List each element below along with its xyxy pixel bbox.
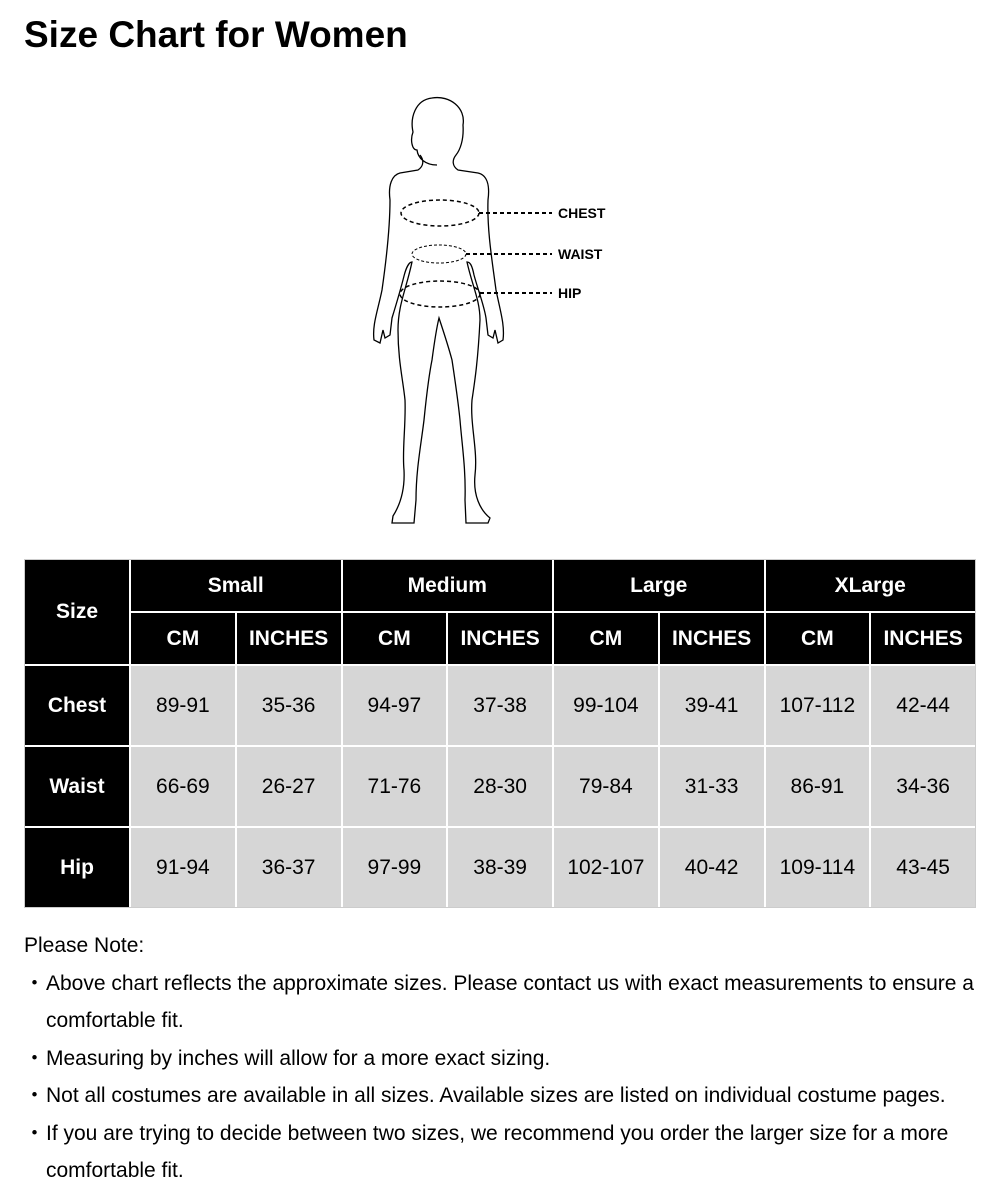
table-cell: 97-99 <box>342 828 447 907</box>
size-medium-header: Medium <box>342 560 552 611</box>
table-cell: 28-30 <box>448 747 552 826</box>
table-cell: 109-114 <box>765 828 870 907</box>
unit-header: CM <box>131 613 235 664</box>
table-cell: 43-45 <box>871 828 975 907</box>
body-measurement-figure: CHEST WAIST HIP <box>372 96 606 524</box>
size-xlarge-header: XLarge <box>765 560 975 611</box>
body-silhouette <box>372 96 505 524</box>
table-cell: 71-76 <box>342 747 447 826</box>
notes-heading: Please Note: <box>24 934 145 957</box>
table-cell: 42-44 <box>871 666 975 745</box>
size-header: Size <box>25 560 129 664</box>
unit-header: CM <box>554 613 658 664</box>
unit-header: INCHES <box>871 613 975 664</box>
note-item: Measuring by inches will allow for a mor… <box>24 1040 996 1078</box>
note-item: Above chart reflects the approximate siz… <box>24 965 996 1040</box>
size-small-header: Small <box>131 560 341 611</box>
note-item: Not all costumes are available in all si… <box>24 1077 996 1115</box>
row-label-chest: Chest <box>25 666 129 745</box>
size-large-header: Large <box>554 560 764 611</box>
waist-label: WAIST <box>558 246 603 262</box>
table-cell: 91-94 <box>131 828 235 907</box>
table-cell: 37-38 <box>448 666 552 745</box>
table-cell: 89-91 <box>131 666 235 745</box>
table-cell: 66-69 <box>131 747 235 826</box>
notes-section: Please Note: Above chart reflects the ap… <box>24 927 996 1190</box>
table-cell: 35-36 <box>236 666 341 745</box>
table-cell: 79-84 <box>554 747 658 826</box>
unit-header: INCHES <box>448 613 552 664</box>
unit-header: CM <box>342 613 447 664</box>
chest-label: CHEST <box>558 205 606 221</box>
row-label-waist: Waist <box>25 747 129 826</box>
table-cell: 31-33 <box>659 747 764 826</box>
hip-label: HIP <box>558 285 581 301</box>
table-cell: 102-107 <box>554 828 658 907</box>
unit-header: CM <box>765 613 870 664</box>
unit-header: INCHES <box>659 613 764 664</box>
table-cell: 107-112 <box>765 666 870 745</box>
size-table: Size Small Medium Large XLarge CM INCHES… <box>24 559 976 908</box>
table-cell: 40-42 <box>659 828 764 907</box>
table-cell: 38-39 <box>448 828 552 907</box>
table-cell: 39-41 <box>659 666 764 745</box>
note-item: If you are trying to decide between two … <box>24 1115 996 1190</box>
table-cell: 26-27 <box>236 747 341 826</box>
row-label-hip: Hip <box>25 828 129 907</box>
table-cell: 99-104 <box>554 666 658 745</box>
table-cell: 36-37 <box>236 828 341 907</box>
table-cell: 86-91 <box>765 747 870 826</box>
table-cell: 94-97 <box>342 666 447 745</box>
table-cell: 34-36 <box>871 747 975 826</box>
page-title: Size Chart for Women <box>24 14 408 55</box>
unit-header: INCHES <box>236 613 341 664</box>
